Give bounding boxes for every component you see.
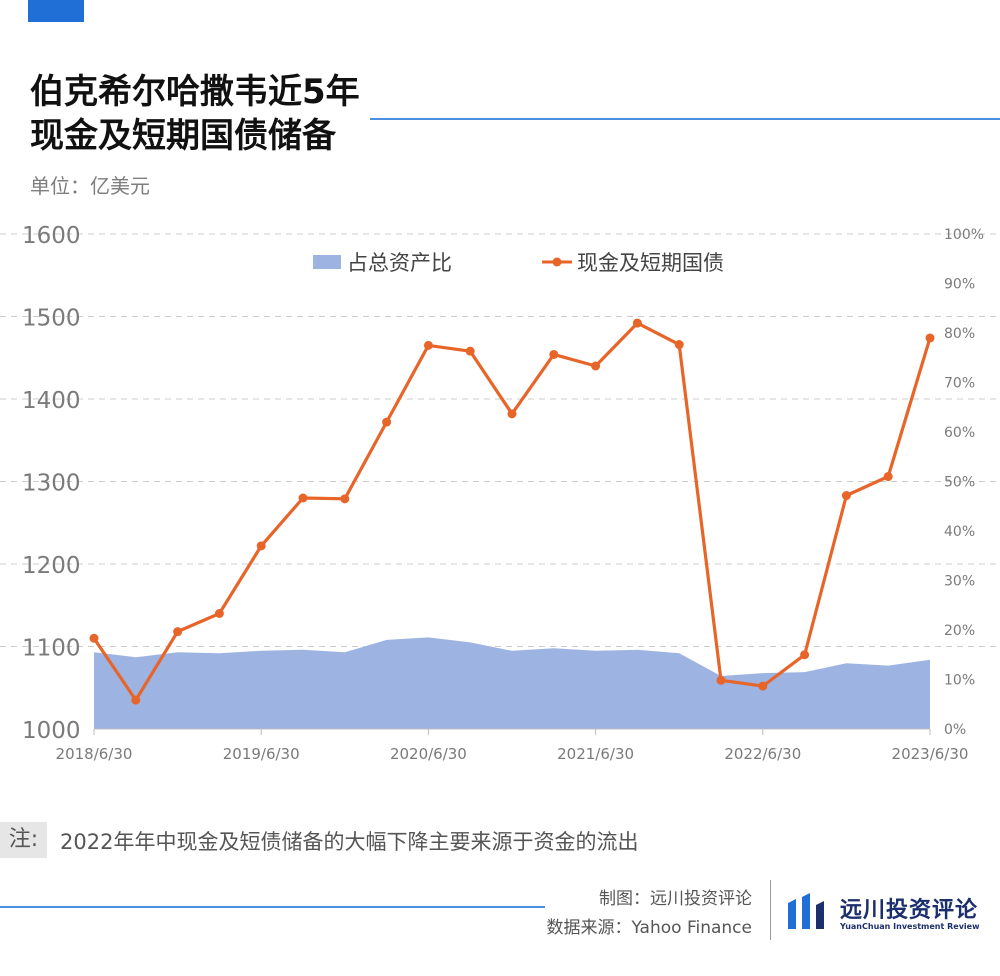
data-point: [674, 340, 684, 350]
data-point: [716, 675, 726, 685]
brand-name: 远川投资评论: [840, 898, 979, 923]
y-right-tick-label: 10%: [944, 673, 975, 689]
y-left-tick-label: 1500: [22, 306, 81, 332]
x-tick-label: 2020/6/30: [390, 745, 467, 763]
unit-label: 单位：亿美元: [30, 174, 150, 198]
data-point: [214, 609, 224, 618]
data-point: [841, 491, 851, 501]
data-point: [131, 695, 141, 705]
data-point: [423, 340, 433, 350]
title-rule: [370, 118, 1000, 120]
y-right-tick-label: 0%: [944, 722, 966, 738]
y-right-tick-label: 60%: [944, 425, 975, 441]
top-accent-bar: [28, 0, 84, 22]
data-point: [632, 318, 642, 328]
data-source: 数据来源：Yahoo Finance: [546, 918, 752, 938]
chart-svg: 1000 1100 1200 1300 1400 1500 1600 0% 10% 20% 30% 4…: [0, 223, 1000, 763]
y-right-tick-label: 40%: [944, 524, 975, 540]
x-tick-label: 2022/6/30: [724, 745, 801, 763]
data-point: [340, 494, 350, 504]
note-label: 注:: [0, 822, 47, 858]
y-left-tick-label: 1400: [22, 388, 81, 414]
data-point: [298, 493, 308, 503]
data-point: [800, 650, 810, 660]
data-point: [883, 472, 893, 482]
chart-credit: 制图：远川投资评论: [599, 889, 752, 909]
x-tick-label: 2021/6/30: [557, 745, 634, 763]
note-text: 2022年年中现金及短债储备的大幅下降主要来源于资金的流出: [60, 830, 639, 854]
data-point: [89, 633, 99, 643]
line-series-cash: [92, 321, 932, 702]
data-point: [591, 361, 601, 371]
y-left-tick-label: 1600: [22, 223, 81, 249]
x-tick-label: 2019/6/30: [223, 745, 300, 763]
data-point: [382, 417, 392, 427]
y-right-tick-label: 20%: [944, 623, 975, 639]
x-tick-label: 2023/6/30: [892, 745, 969, 763]
y-right-tick-label: 90%: [944, 277, 975, 293]
data-point: [758, 681, 768, 691]
data-point: [925, 333, 935, 343]
data-point: [465, 346, 475, 356]
title-line-1: 伯克希尔哈撒韦近5年: [30, 72, 360, 112]
footer-rule: [0, 906, 545, 908]
chart-title: 伯克希尔哈撒韦近5年 现金及短期国债储备: [30, 70, 360, 158]
y-left-tick-label: 1100: [22, 636, 81, 662]
legend-label-line: 现金及短期国债: [577, 251, 724, 275]
area-series-percent: [94, 637, 930, 729]
title-line-2: 现金及短期国债储备: [30, 116, 336, 156]
data-point: [256, 541, 266, 551]
y-left-tick-label: 1000: [22, 718, 81, 744]
data-point: [549, 349, 559, 359]
legend-swatch-area: [313, 255, 341, 269]
y-left-tick-label: 1200: [22, 553, 81, 579]
y-right-tick-label: 100%: [944, 227, 984, 243]
data-point: [173, 627, 183, 637]
brand-logo-icon: [788, 893, 824, 929]
y-left-tick-label: 1300: [22, 471, 81, 497]
legend-marker-line: [552, 257, 562, 267]
y-right-tick-label: 50%: [944, 475, 975, 491]
y-right-tick-label: 30%: [944, 574, 975, 590]
x-tick-label: 2018/6/30: [56, 745, 133, 763]
y-right-tick-label: 70%: [944, 376, 975, 392]
brand-subtitle: YuanChuan Investment Review: [840, 922, 980, 931]
y-right-tick-label: 80%: [944, 326, 975, 342]
legend-label-area: 占总资产比: [347, 251, 452, 275]
data-point: [507, 409, 517, 419]
footer-divider: [770, 880, 771, 940]
